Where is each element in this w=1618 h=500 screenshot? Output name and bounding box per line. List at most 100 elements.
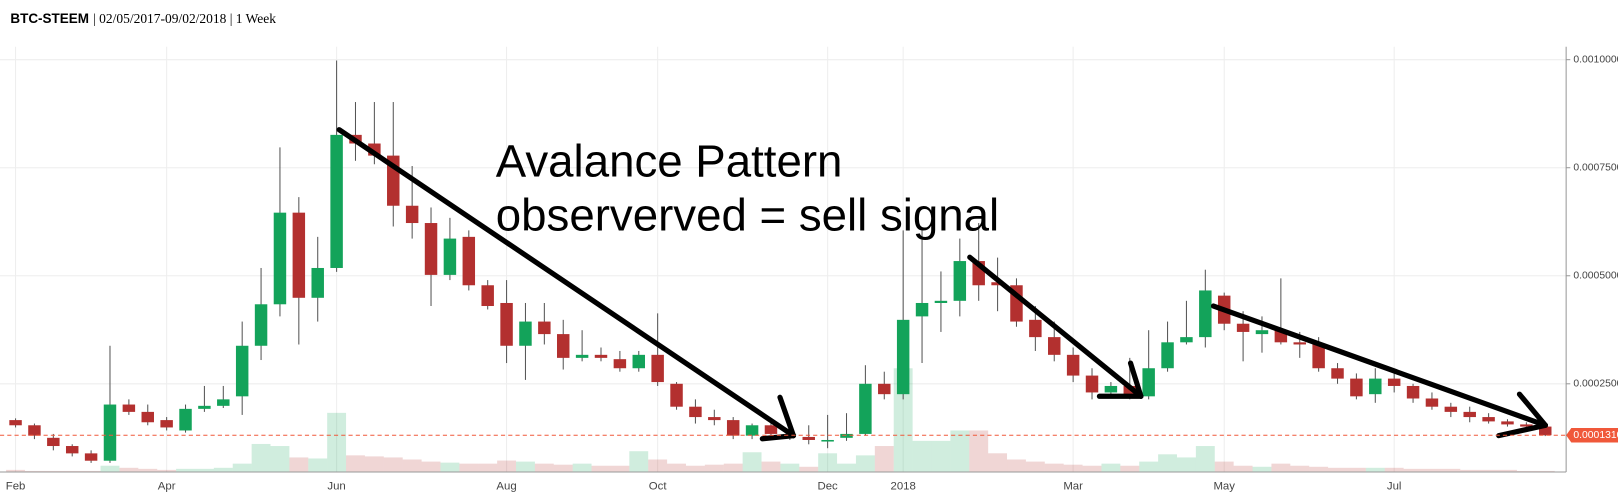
candle-body	[934, 300, 948, 303]
arrow-head	[759, 433, 797, 442]
volume-bar	[421, 461, 441, 472]
volume-bar	[308, 458, 328, 472]
candle-body	[840, 433, 853, 438]
volume-bar	[194, 468, 214, 472]
volume-bar	[213, 467, 233, 472]
volume-bar	[1195, 446, 1215, 472]
candle-body	[235, 345, 249, 397]
annotation: Avalance Pattern	[496, 135, 843, 186]
volume-bar	[742, 452, 762, 472]
volume-bar	[780, 463, 800, 472]
candle-body	[726, 420, 740, 436]
candle-body	[462, 236, 476, 286]
volume-bar	[591, 465, 611, 472]
volume-bar	[629, 451, 649, 472]
volume-bar	[6, 469, 26, 472]
volume-bar	[346, 455, 365, 472]
y-tick-label: 0.00025000	[1573, 379, 1618, 390]
candle-body	[1029, 319, 1042, 338]
candle-body	[575, 354, 589, 358]
volume-bar	[1346, 467, 1366, 472]
arrow	[967, 254, 1144, 399]
candle-body	[745, 425, 759, 436]
volume-bar	[1063, 464, 1083, 472]
x-tick-label: Jul	[1387, 481, 1402, 493]
volume-bar	[1441, 468, 1461, 472]
candle-body	[594, 354, 608, 358]
candle-body	[47, 437, 60, 447]
volume-bar	[667, 463, 686, 472]
volume-bar	[874, 446, 894, 472]
candle-body	[1048, 337, 1061, 355]
candle-body	[953, 261, 967, 301]
volume-bar	[1498, 469, 1517, 472]
volume-bar	[270, 446, 290, 472]
candle-body	[1444, 406, 1458, 412]
volume-bar	[799, 466, 819, 472]
candle-body	[896, 319, 910, 395]
candle-body	[1180, 337, 1193, 343]
candle-body	[1482, 417, 1495, 422]
y-tick-label: 0.00100000	[1573, 54, 1618, 65]
volume-bar	[232, 463, 252, 472]
candle-body	[1123, 385, 1137, 397]
candle-body	[28, 425, 41, 436]
candle-body	[254, 304, 268, 346]
candle-body	[651, 354, 664, 383]
candle-body	[1236, 323, 1250, 332]
candle-body	[1463, 411, 1476, 418]
candle-body	[122, 404, 136, 412]
x-tick-label: Aug	[496, 481, 516, 493]
volume-bar	[553, 464, 573, 472]
candle-body	[1350, 378, 1363, 397]
chart-header: BTC-STEEM | 02/05/2017-09/02/2018 | 1 Wee…	[10, 11, 276, 26]
arrow	[336, 127, 797, 439]
candle-body	[424, 223, 438, 275]
candle-layer	[9, 60, 1552, 463]
candle-body	[991, 282, 1004, 286]
candle-body	[556, 334, 570, 358]
candle-body	[689, 406, 702, 418]
candle-body	[1501, 421, 1514, 425]
volume-bar	[1252, 466, 1272, 472]
volume-bar	[723, 463, 743, 472]
candle-body	[198, 405, 211, 409]
volume-bar	[837, 463, 856, 472]
volume-bar	[572, 463, 592, 472]
candle-body	[1539, 426, 1552, 436]
x-tick-label: Apr	[158, 481, 176, 493]
volume-bar	[704, 464, 724, 472]
volume-bar	[685, 465, 705, 472]
volume-bar	[1233, 465, 1253, 472]
volume-bar	[912, 440, 932, 472]
candle-body	[103, 404, 117, 461]
candle-body	[519, 321, 532, 346]
candle-body	[1387, 378, 1401, 386]
volume-bar	[893, 368, 913, 472]
arrow-head	[1496, 422, 1548, 439]
price-marker	[1566, 427, 1618, 443]
candle-body	[1142, 368, 1155, 397]
candle-body	[915, 302, 929, 317]
volume-bar	[1422, 468, 1442, 472]
candle-body	[1104, 385, 1118, 393]
volume-bar	[327, 412, 347, 472]
candle-body	[9, 420, 22, 426]
volume-bar	[478, 463, 498, 472]
volume-bar	[383, 457, 403, 472]
volume-bar	[1139, 461, 1159, 472]
candle-body	[1312, 344, 1325, 369]
volume-bar	[969, 430, 989, 472]
candle-body	[1255, 330, 1269, 335]
volume-bar	[516, 461, 535, 472]
x-tick-label: Jun	[327, 481, 345, 493]
candle-body	[292, 212, 306, 298]
x-tick-label: Feb	[6, 481, 26, 493]
candle-body	[330, 134, 343, 268]
candle-body	[1520, 424, 1533, 427]
x-tick-label: 2018	[890, 481, 915, 493]
candle-body	[859, 383, 872, 434]
volume-bar	[119, 467, 139, 472]
volume-bar	[176, 468, 195, 472]
